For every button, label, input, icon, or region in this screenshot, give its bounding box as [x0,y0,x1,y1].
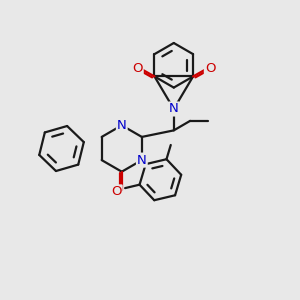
Text: N: N [169,103,179,116]
Text: O: O [205,62,215,75]
Text: N: N [137,154,147,166]
Text: N: N [117,119,127,132]
Text: O: O [111,185,122,198]
Text: O: O [132,62,143,75]
